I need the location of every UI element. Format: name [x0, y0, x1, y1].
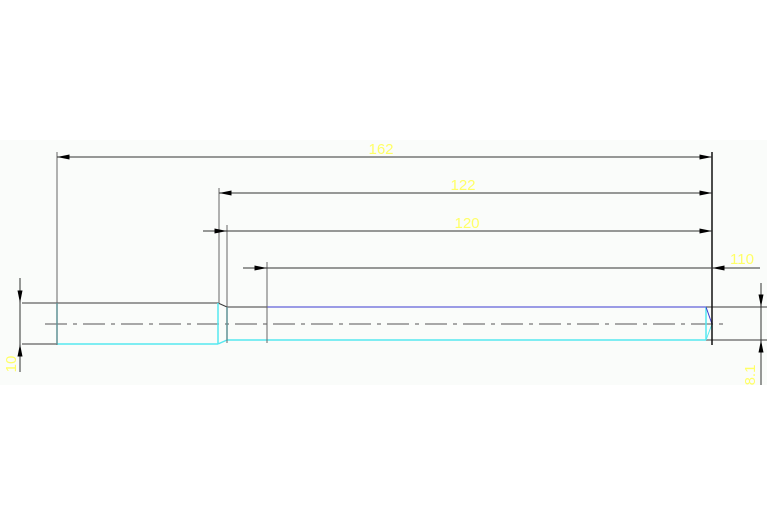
dimension-10-text: 10 [3, 356, 20, 373]
dimension-110-text: 110 [730, 251, 754, 268]
dimension-122: 122 [219, 177, 712, 196]
dimension-162: 162 [57, 141, 712, 160]
dimension-8-1: 8.1 [742, 283, 764, 386]
extension-lines [56, 152, 713, 345]
dimension-122-text: 122 [450, 177, 475, 194]
dimension-10: 10 [3, 278, 23, 373]
dimension-110: 110 [243, 251, 760, 271]
dimension-8-1-text: 8.1 [742, 365, 759, 386]
dimension-120: 120 [203, 215, 712, 234]
dimension-162-text: 162 [368, 141, 393, 158]
dimension-120-text: 120 [454, 215, 479, 232]
